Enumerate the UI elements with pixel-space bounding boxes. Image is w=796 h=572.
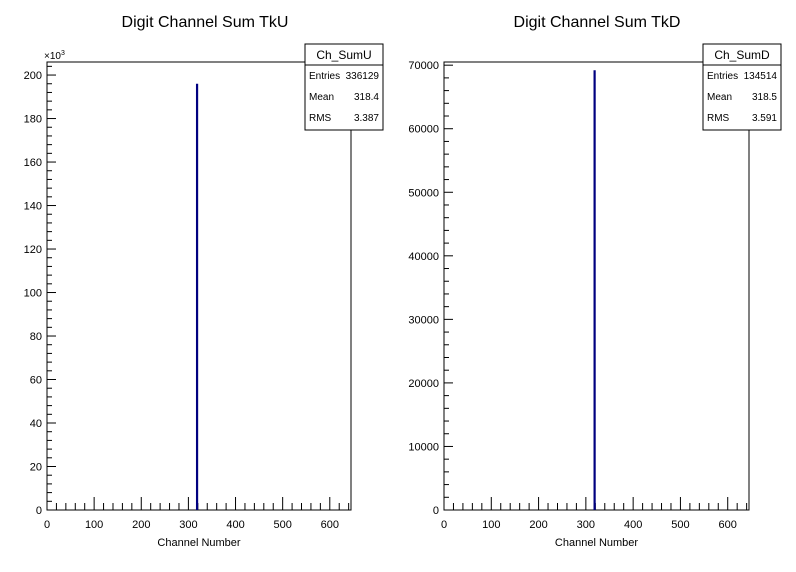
x-tick-label: 100 [482,519,500,531]
y-tick-label: 140 [24,201,42,213]
plot-frame [46,61,352,511]
y-tick-label: 120 [24,244,42,256]
stats-box-frame [304,43,384,131]
chart-title: Digit Channel Sum TkU [122,14,289,31]
y-tick-label: 10000 [408,441,439,453]
y-tick-label: 40 [30,418,42,430]
y-tick-label: 20000 [408,378,439,390]
x-tick-label: 300 [179,519,197,531]
stats-label: RMS [707,113,730,124]
chart-title: Digit Channel Sum TkD [514,14,681,31]
x-tick-label: 300 [577,519,595,531]
y-tick-label: 20 [30,462,42,474]
y-tick-label: 70000 [408,60,439,72]
y-tick-label: 0 [36,505,42,517]
x-tick-label: 600 [321,519,339,531]
stats-value: 318.5 [752,92,777,103]
y-tick-label: 200 [24,70,42,82]
x-axis-label: Channel Number [157,537,240,549]
stats-box: Ch_SumD Entries 134514 Mean 318.5 RMS 3.591 [702,43,782,131]
y-tick-label: 30000 [408,314,439,326]
y-tick-label: 80 [30,331,42,343]
stats-name: Ch_SumU [316,48,371,62]
y-tick-label: 0 [433,505,439,517]
y-tick-label: 50000 [408,187,439,199]
x-tick-label: 200 [529,519,547,531]
stats-box-frame [702,43,782,131]
x-tick-label: 400 [624,519,642,531]
y-axis-multiplier: ×103 [44,50,65,62]
multiplier-exponent: 3 [61,50,65,57]
chart-panel-2: Digit Channel Sum TkD 0 100 200 300 400 500 600… [408,14,782,549]
x-tick-label: 400 [226,519,244,531]
stats-label: Entries [707,71,738,82]
stats-name: Ch_SumD [714,48,770,62]
stats-value: 336129 [346,71,380,82]
stats-label: Mean [707,92,732,103]
stats-value: 134514 [744,71,778,82]
x-tick-label: 0 [44,519,50,531]
x-axis-label: Channel Number [555,537,638,549]
y-tick-label: 40000 [408,251,439,263]
stats-value: 3.387 [354,113,379,124]
x-tick-label: 100 [85,519,103,531]
x-tick-label: 600 [719,519,737,531]
stats-label: RMS [309,113,332,124]
stats-value: 3.591 [752,113,777,124]
x-tick-label: 500 [273,519,291,531]
stats-box: Ch_SumU Entries 336129 Mean 318.4 RMS 3.387 [304,43,384,131]
multiplier-base: ×10 [44,51,61,62]
x-tick-label: 500 [671,519,689,531]
stats-value: 318.4 [354,92,379,103]
stats-label: Mean [309,92,334,103]
plot-frame [443,61,750,511]
y-tick-label: 160 [24,157,42,169]
y-tick-label: 100 [24,288,42,300]
x-tick-label: 200 [132,519,150,531]
y-tick-label: 60 [30,375,42,387]
y-tick-label: 60000 [408,124,439,136]
stats-label: Entries [309,71,340,82]
x-tick-label: 0 [441,519,447,531]
y-tick-label: 180 [24,114,42,126]
